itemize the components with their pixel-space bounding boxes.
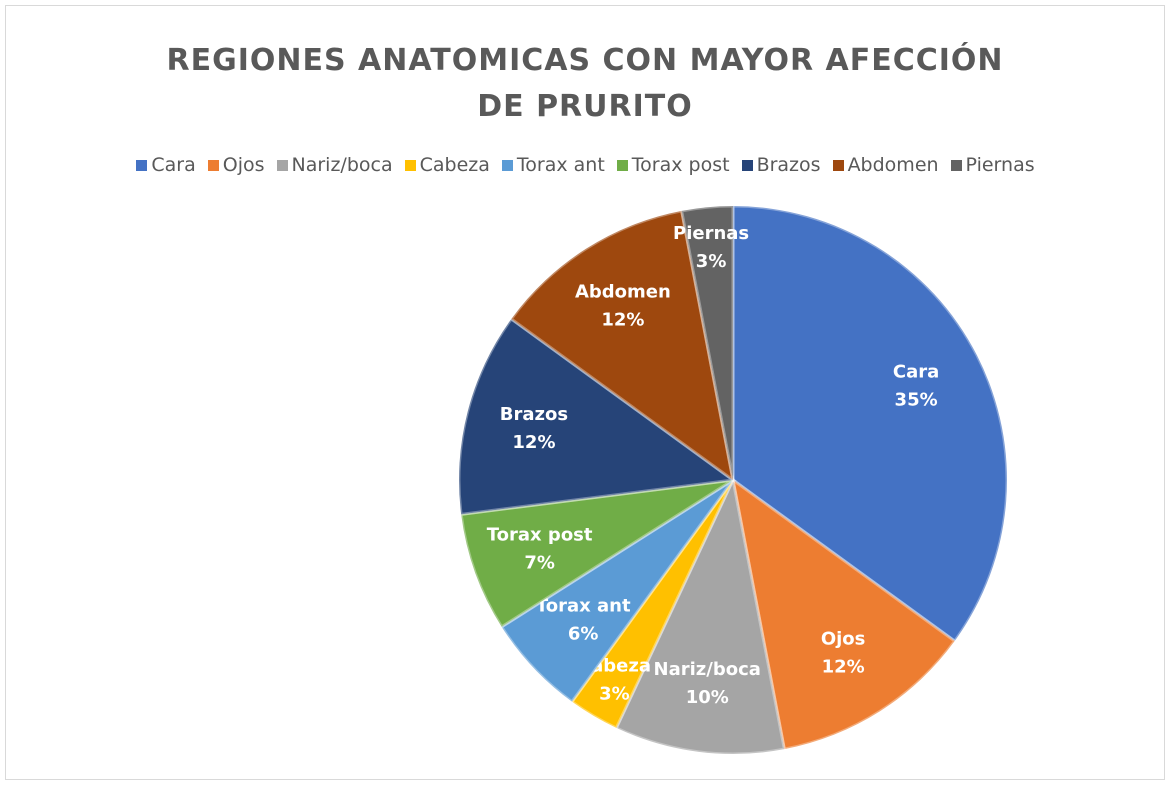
legend-label: Cara xyxy=(151,154,196,176)
legend-label: Brazos xyxy=(756,154,821,176)
pie-slice xyxy=(569,479,735,730)
legend-item: Cabeza xyxy=(404,154,490,176)
data-label-value: 6% xyxy=(568,624,599,645)
pie-slice xyxy=(730,476,957,751)
legend-item: Cara xyxy=(136,154,196,176)
chart-frame xyxy=(5,5,1165,780)
legend-swatch xyxy=(950,159,962,171)
legend-label: Piernas xyxy=(965,154,1035,176)
pie-slice xyxy=(457,316,737,517)
data-label-value: 7% xyxy=(524,553,555,574)
data-label-value: 12% xyxy=(601,309,644,330)
legend-item: Abdomen xyxy=(832,154,939,176)
pie-slice xyxy=(499,478,735,704)
data-label-name: Piernas xyxy=(673,223,749,244)
data-label-value: 12% xyxy=(512,432,555,453)
data-label-name: Brazos xyxy=(500,404,568,425)
data-label-value: 12% xyxy=(822,657,865,678)
data-label-value: 3% xyxy=(696,251,727,272)
legend-label: Cabeza xyxy=(419,154,490,176)
legend: Cara Ojos Nariz/boca Cabeza Torax ant Torax p… xyxy=(0,154,1171,176)
pie-slice xyxy=(459,478,734,629)
legend-item: Torax ant xyxy=(501,154,605,176)
legend-label: Torax ant xyxy=(516,154,605,176)
data-label-name: Ojos xyxy=(821,629,866,650)
pie-slice xyxy=(679,204,735,481)
chart-title: REGIONES ANATOMICAS CON MAYOR AFECCIÓN D… xyxy=(166,43,1004,124)
legend-label: Abdomen xyxy=(847,154,939,176)
pie-slice xyxy=(731,204,1009,644)
data-label-name: Torax ant xyxy=(536,596,631,617)
legend-item: Piernas xyxy=(950,154,1035,176)
legend-item: Nariz/boca xyxy=(276,154,393,176)
legend-swatch xyxy=(832,159,844,171)
legend-swatch xyxy=(276,159,288,171)
legend-label: Ojos xyxy=(222,154,265,176)
data-label-name: Abdomen xyxy=(575,281,671,302)
pie-slice xyxy=(614,475,787,756)
legend-label: Torax post xyxy=(631,154,730,176)
data-label-value: 10% xyxy=(686,687,729,708)
legend-swatch xyxy=(616,159,628,171)
legend-item: Brazos xyxy=(741,154,821,176)
legend-swatch xyxy=(501,159,513,171)
legend-item: Torax post xyxy=(616,154,730,176)
legend-item: Ojos xyxy=(207,154,265,176)
data-label-value: 35% xyxy=(895,390,938,411)
legend-swatch xyxy=(404,159,416,171)
legend-swatch xyxy=(136,159,148,171)
pie-slice xyxy=(509,209,736,484)
legend-swatch xyxy=(207,159,219,171)
data-label-name: Nariz/boca xyxy=(654,659,761,680)
data-label-name: Cara xyxy=(893,362,939,383)
legend-swatch xyxy=(741,159,753,171)
data-label-value: 3% xyxy=(599,683,630,704)
data-label-name: Torax post xyxy=(487,525,593,546)
legend-label: Nariz/boca xyxy=(291,154,393,176)
